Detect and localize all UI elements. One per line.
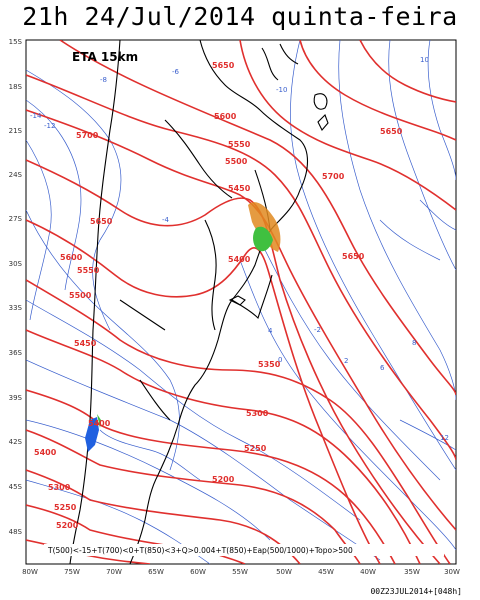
contour-label: 5400 [34, 448, 57, 457]
run-timestamp: 00Z23JUL2014+[048h] [370, 587, 462, 596]
lon-tick-label: 35W [404, 568, 420, 576]
contour-label: 5200 [56, 521, 79, 530]
lat-tick-label: 33S [9, 304, 23, 312]
isoline-label: -8 [100, 76, 107, 84]
contour-label: 5600 [60, 253, 83, 262]
thickness-labels: 5650 5600 5700 5550 5500 5650 5450 5400 … [34, 61, 403, 530]
lat-tick-label: 21S [9, 127, 23, 135]
contour-label: 5650 [212, 61, 235, 70]
contour-label: 5600 [214, 112, 237, 121]
lat-tick-label: 48S [9, 528, 23, 536]
isoline-label: -4 [162, 216, 170, 224]
lat-tick-label: 42S [9, 438, 23, 446]
isoline-label: -14 [30, 112, 42, 120]
contour-label: 5550 [77, 266, 100, 275]
isoline-label: 8 [412, 339, 416, 347]
contour-label: 5650 [342, 252, 365, 261]
lon-tick-label: 40W [360, 568, 376, 576]
lat-tick-label: 30S [9, 260, 23, 268]
longitude-axis: 80W 75W 70W 65W 60W 55W 50W 45W 40W 35W … [22, 568, 460, 576]
lon-tick-label: 55W [232, 568, 248, 576]
isoline-label: -6 [172, 68, 180, 76]
contour-label: 5200 [212, 475, 235, 484]
contour-label: 5450 [74, 339, 97, 348]
lon-tick-label: 65W [148, 568, 164, 576]
isoline-label: 4 [268, 327, 273, 335]
contour-label: 5250 [244, 444, 267, 453]
contour-label: 5300 [246, 409, 269, 418]
isoline-label: -10 [276, 86, 287, 94]
lat-tick-label: 24S [9, 171, 23, 179]
contour-label: 5650 [380, 127, 403, 136]
lon-tick-label: 45W [318, 568, 334, 576]
contour-label: 5450 [228, 184, 251, 193]
temperature-labels: -6 -8 -10 -12 -14 -4 -2 0 2 4 6 8 10 12 [30, 56, 449, 442]
lat-tick-label: 18S [9, 83, 23, 91]
contour-label: 5650 [90, 217, 113, 226]
lat-tick-label: 36S [9, 349, 23, 357]
lon-tick-label: 30W [444, 568, 460, 576]
isoline-label: 2 [344, 357, 348, 365]
precipitation-areas [85, 202, 281, 452]
contour-label: 5300 [48, 483, 71, 492]
isoline-label: 0 [278, 356, 282, 364]
contour-label: 5250 [54, 503, 77, 512]
lon-tick-label: 75W [64, 568, 80, 576]
lat-tick-label: 27S [9, 215, 23, 223]
map-title: 21h 24/Jul/2014 quinta-feira [22, 2, 458, 31]
lat-tick-label: 39S [9, 394, 23, 402]
lat-tick-label: 15S [9, 38, 23, 46]
contour-label: 5700 [322, 172, 345, 181]
isoline-label: -12 [44, 122, 55, 130]
lat-tick-label: 45S [9, 483, 23, 491]
contour-label: 5700 [76, 131, 99, 140]
caption-background [44, 544, 444, 556]
isoline-label: 6 [380, 364, 385, 372]
isoline-label: -2 [314, 326, 321, 334]
isoline-label: 10 [420, 56, 429, 64]
contour-label: 5550 [228, 140, 251, 149]
contour-label: 5400 [228, 255, 251, 264]
lon-tick-label: 70W [106, 568, 122, 576]
contour-label: 5500 [225, 157, 248, 166]
contour-label: 5500 [69, 291, 92, 300]
coastlines [69, 40, 329, 564]
isoline-label: 12 [440, 434, 449, 442]
lon-tick-label: 80W [22, 568, 38, 576]
legend-caption: T(500)<-15+T(700)<0+T(850)<3+Q>0.004+T(8… [47, 546, 353, 555]
contour-label: 5400 [88, 419, 111, 428]
lon-tick-label: 60W [190, 568, 206, 576]
latitude-axis: 15S 18S 21S 24S 27S 30S 33S 36S 39S 42S … [9, 38, 23, 536]
model-label: ETA 15km [72, 50, 138, 64]
contour-label: 5350 [258, 360, 281, 369]
lon-tick-label: 50W [276, 568, 292, 576]
